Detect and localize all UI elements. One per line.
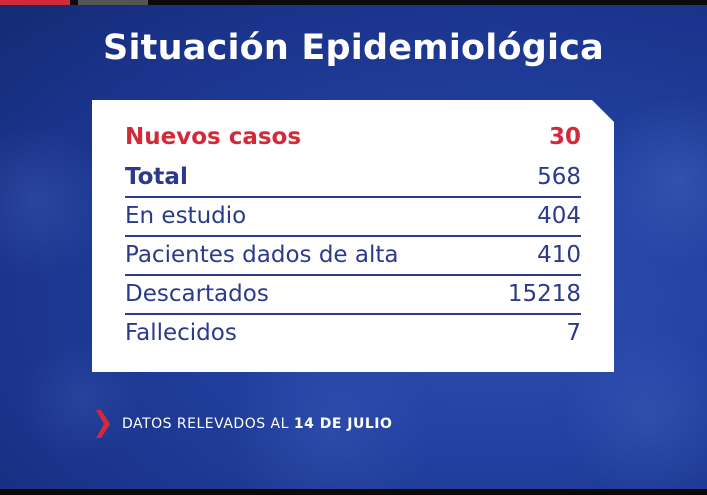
row-total: Total 568 bbox=[125, 158, 581, 198]
row-fallecidos: Fallecidos 7 bbox=[125, 314, 581, 352]
footer-date: 14 DE JULIO bbox=[293, 416, 393, 432]
row-en-estudio: En estudio 404 bbox=[125, 197, 581, 237]
row-value: 15218 bbox=[507, 281, 581, 307]
row-value: 568 bbox=[537, 164, 581, 190]
row-nuevos-casos: Nuevos casos 30 bbox=[125, 118, 581, 156]
row-value: 30 bbox=[548, 124, 581, 150]
bottom-bar bbox=[0, 489, 707, 495]
chevron-right-icon bbox=[96, 410, 110, 438]
footer-note: DATOS RELEVADOS AL 14 DE JULIO bbox=[96, 410, 392, 438]
row-label: Descartados bbox=[125, 281, 269, 307]
page-title: Situación Epidemiológica bbox=[103, 28, 604, 68]
row-pacientes-dados-de-alta: Pacientes dados de alta 410 bbox=[125, 236, 581, 276]
stats-card: Nuevos casos 30 Total 568 En estudio 404… bbox=[92, 100, 614, 372]
background-texture bbox=[600, 90, 707, 270]
footer-prefix: DATOS RELEVADOS AL bbox=[122, 416, 289, 432]
top-bar bbox=[0, 0, 707, 5]
footer-text: DATOS RELEVADOS AL 14 DE JULIO bbox=[122, 416, 392, 432]
top-bar-gray-segment bbox=[78, 0, 148, 5]
top-bar-red-segment bbox=[0, 0, 70, 5]
row-label: Total bbox=[125, 164, 188, 190]
row-descartados: Descartados 15218 bbox=[125, 275, 581, 315]
background-texture bbox=[200, 360, 460, 495]
row-label: Nuevos casos bbox=[125, 124, 302, 150]
row-value: 7 bbox=[566, 320, 581, 346]
row-label: Fallecidos bbox=[125, 320, 237, 346]
row-label: En estudio bbox=[125, 203, 247, 229]
row-value: 410 bbox=[537, 242, 581, 268]
row-label: Pacientes dados de alta bbox=[125, 242, 399, 268]
row-value: 404 bbox=[537, 203, 581, 229]
